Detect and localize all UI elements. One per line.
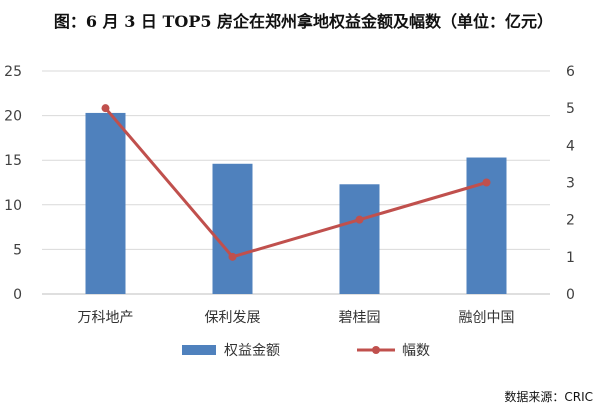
legend-bar-label: 权益金额 [224,343,280,359]
bar [339,184,380,294]
line-point [482,178,491,187]
grid-layer [42,70,550,295]
line-point [228,252,237,261]
line-point [101,104,110,113]
left-axis-layer: 0 5 10 15 20 25 [4,64,22,303]
right-tick-label: 0 [566,287,575,303]
right-tick-label: 1 [566,250,575,266]
source-note: 数据来源：CRIC [504,390,593,404]
category-label: 碧桂园 [339,310,381,326]
left-tick-label: 0 [13,287,22,303]
left-tick-label: 15 [4,153,22,169]
bar [466,157,507,294]
line-point [355,215,364,224]
right-tick-label: 6 [566,64,575,80]
line-series [104,107,487,259]
category-label: 保利发展 [205,310,261,326]
right-tick-label: 4 [566,138,575,154]
right-tick-label: 5 [566,101,575,117]
bar [212,163,253,294]
right-tick-label: 2 [566,213,575,229]
line-layer [101,104,491,261]
legend-bar-swatch [182,345,216,355]
legend-line-label: 幅数 [402,343,430,359]
category-layer: 万科地产 保利发展 碧桂园 融创中国 [78,310,515,326]
bar [85,112,126,294]
left-tick-label: 5 [13,242,22,258]
category-label: 万科地产 [78,310,134,326]
chart-title: 图：6 月 3 日 TOP5 房企在郑州拿地权益金额及幅数（单位：亿元） [53,12,554,31]
left-tick-label: 10 [4,198,22,214]
left-tick-label: 25 [4,64,22,80]
bar-layer [85,112,507,294]
legend-layer: 权益金额 幅数 [182,343,430,359]
right-axis-layer: 0 1 2 3 4 5 6 [566,64,575,303]
left-tick-label: 20 [4,109,22,125]
right-tick-label: 3 [566,176,575,192]
legend-line-marker [372,346,380,354]
category-label: 融创中国 [459,310,515,326]
